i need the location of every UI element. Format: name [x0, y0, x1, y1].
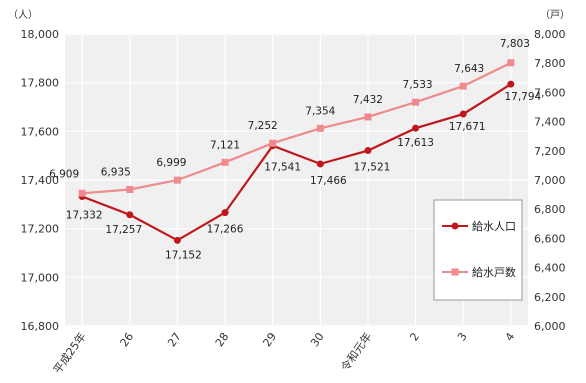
right-tick-label: 8,000 [534, 28, 566, 41]
data-point [316, 124, 324, 132]
left-axis-ticks: 16,800 17,000 17,200 17,400 17,600 17,800 18,0… [21, 28, 60, 333]
x-tick-label: 29 [260, 330, 279, 349]
left-tick-label: 17,400 [21, 174, 60, 187]
right-tick-label: 6,000 [534, 320, 566, 333]
left-tick-label: 17,800 [21, 77, 60, 90]
right-tick-label: 6,800 [534, 203, 566, 216]
data-label: 7,533 [403, 79, 433, 91]
left-tick-label: 17,200 [21, 223, 60, 236]
data-label: 7,432 [353, 94, 383, 106]
data-label: 17,541 [264, 162, 301, 174]
x-tick-label: 2 [407, 330, 422, 343]
data-label: 17,613 [397, 137, 434, 149]
legend-marker-supply-population [451, 222, 459, 230]
right-tick-label: 6,200 [534, 291, 566, 304]
right-axis-ticks: 6,000 6,200 6,400 6,600 6,800 7,000 7,200 7,400… [534, 28, 566, 333]
legend: 給水人口 給水戸数 [433, 199, 523, 301]
x-tick-label: 28 [213, 330, 232, 349]
series-line-supply-households [82, 61, 512, 195]
x-tick-label: 26 [118, 330, 137, 349]
right-tick-label: 7,000 [534, 174, 566, 187]
legend-box [433, 199, 523, 301]
data-label: 17,466 [310, 175, 347, 187]
legend-label-supply-households: 給水戸数 [472, 265, 516, 279]
data-label: 6,909 [49, 168, 79, 180]
x-tick-label: 4 [503, 330, 518, 343]
data-point [173, 176, 181, 184]
data-label: 17,332 [66, 210, 103, 222]
left-tick-label: 16,800 [21, 320, 60, 333]
right-tick-label: 7,600 [534, 86, 566, 99]
data-point [173, 236, 181, 244]
data-label: 7,121 [210, 139, 240, 151]
x-tick-label: 平成25年 [50, 330, 88, 377]
data-point [364, 113, 372, 121]
series-line-supply-population [81, 83, 512, 242]
data-point [412, 98, 420, 106]
x-tick-label: 令和元年 [338, 330, 375, 374]
data-label: 7,354 [305, 105, 335, 117]
x-tick-label: 27 [165, 330, 184, 349]
data-point [507, 59, 515, 67]
data-point [316, 160, 324, 168]
legend-label-supply-population: 給水人口 [472, 219, 516, 233]
data-point [412, 124, 420, 132]
data-label: 17,266 [207, 224, 244, 236]
left-tick-label: 17,000 [21, 271, 60, 284]
data-label: 17,671 [449, 121, 486, 133]
data-label: 6,935 [101, 166, 131, 178]
data-label: 7,803 [500, 38, 530, 50]
right-tick-label: 6,600 [534, 232, 566, 245]
data-label: 7,252 [248, 120, 278, 132]
data-label: 17,794 [504, 91, 541, 103]
data-point [269, 139, 277, 147]
series-layer [78, 59, 515, 244]
x-axis-ticks: 平成25年 26 27 28 29 30 令和元年 2 3 4 [50, 330, 517, 377]
data-point [78, 189, 86, 197]
data-label: 7,643 [454, 63, 484, 75]
right-tick-label: 7,400 [534, 116, 566, 129]
right-tick-label: 7,800 [534, 57, 566, 70]
data-label: 17,521 [354, 162, 391, 174]
data-point [364, 147, 372, 155]
left-axis-unit: （人） [8, 9, 38, 21]
data-label: 6,999 [156, 157, 186, 169]
data-point [126, 185, 134, 193]
legend-marker-supply-households [451, 268, 459, 276]
data-point [126, 211, 134, 219]
right-axis-unit: （戸） [540, 9, 570, 21]
data-point [459, 110, 467, 118]
data-point [507, 80, 515, 88]
right-tick-label: 7,200 [534, 145, 566, 158]
x-tick-label: 30 [308, 330, 327, 349]
x-tick-label: 3 [455, 330, 470, 343]
data-label: 17,257 [105, 224, 142, 236]
left-tick-label: 17,600 [21, 125, 60, 138]
data-point [459, 82, 467, 90]
left-tick-label: 18,000 [21, 28, 60, 41]
data-point [221, 158, 229, 166]
right-tick-label: 6,400 [534, 262, 566, 275]
data-point [221, 209, 229, 217]
data-label: 17,152 [165, 249, 202, 261]
